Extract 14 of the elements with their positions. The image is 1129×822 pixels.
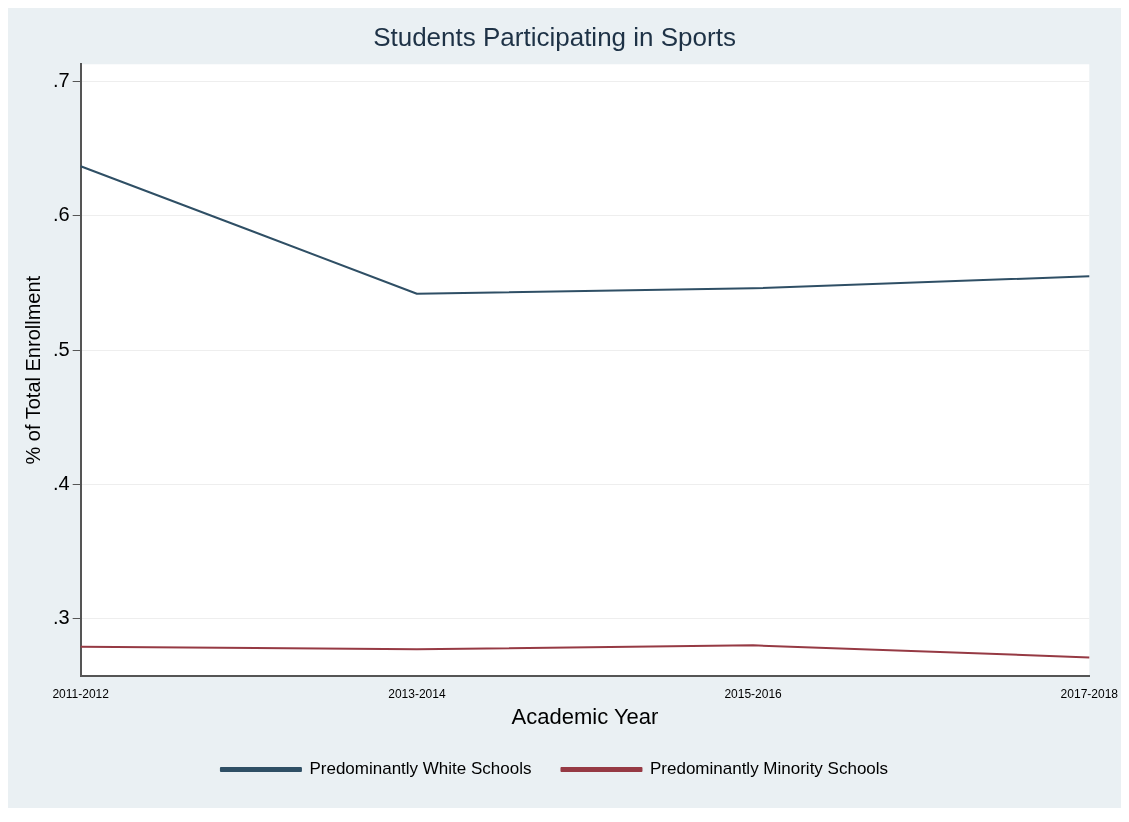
x-tick-label: 2015-2016	[724, 686, 783, 701]
x-tick-label: 2013-2014	[388, 686, 446, 701]
legend-label: Predominantly Minority Schools	[649, 759, 889, 779]
y-tick-label: .4	[52, 471, 70, 494]
x-tick-label: 2017-2018	[1060, 686, 1119, 701]
chart-title: Students Participating in Sports	[373, 21, 736, 52]
y-tick-label: .5	[52, 337, 70, 360]
y-axis-title: % of Total Enrollment	[21, 275, 44, 465]
y-tick-label: .7	[52, 69, 70, 92]
legend-label: Predominantly White Schools	[309, 759, 532, 779]
x-axis-title: Academic Year	[511, 703, 659, 729]
y-tick-label: .6	[52, 203, 70, 226]
y-tick-label: .3	[52, 606, 70, 629]
x-tick-label: 2011-2012	[52, 686, 110, 701]
